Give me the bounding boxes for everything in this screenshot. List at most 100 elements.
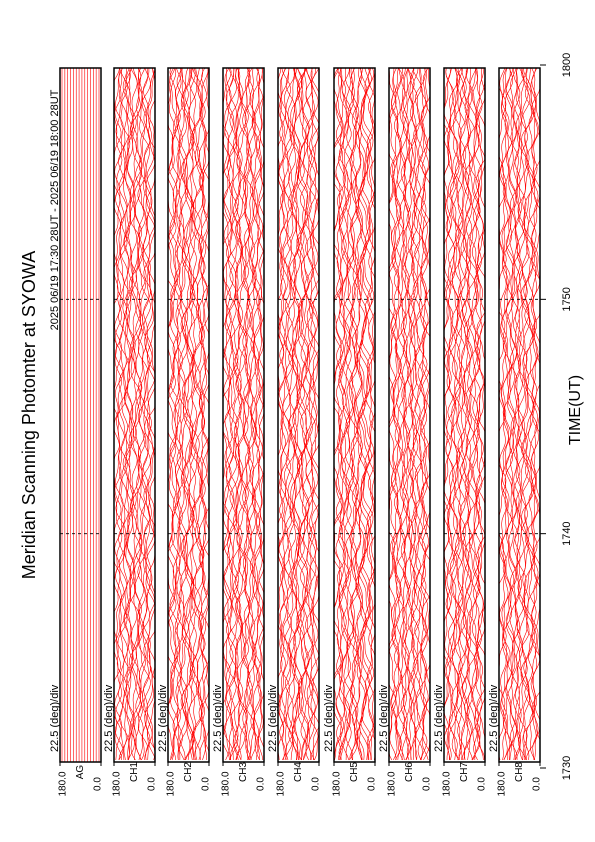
trace bbox=[223, 67, 234, 761]
trace bbox=[249, 67, 258, 761]
trace bbox=[445, 67, 458, 761]
trace bbox=[293, 67, 305, 761]
trace bbox=[167, 67, 177, 761]
trace bbox=[366, 67, 376, 761]
trace bbox=[453, 67, 464, 761]
panel-frame bbox=[222, 67, 265, 763]
trace bbox=[358, 67, 370, 761]
chart-title: Meridian Scanning Photomter at SYOWA bbox=[19, 251, 39, 579]
trace bbox=[457, 67, 470, 761]
trace bbox=[500, 67, 509, 761]
y-tick-label: 180.0 bbox=[166, 771, 177, 796]
trace bbox=[143, 67, 156, 761]
channel-label: CH8 bbox=[514, 762, 525, 782]
trace bbox=[291, 67, 300, 761]
trace bbox=[181, 67, 194, 761]
trace bbox=[258, 67, 265, 761]
trace bbox=[309, 67, 320, 761]
trace bbox=[476, 68, 486, 761]
y-tick-label: 0.0 bbox=[477, 777, 488, 791]
trace bbox=[502, 67, 514, 761]
trace bbox=[367, 68, 376, 761]
trace bbox=[137, 67, 151, 761]
trace bbox=[242, 67, 251, 761]
y-tick-label: 0.0 bbox=[311, 777, 322, 791]
trace bbox=[357, 67, 368, 761]
trace bbox=[515, 67, 526, 761]
trace bbox=[141, 67, 151, 761]
y-tick-label: 180.0 bbox=[58, 771, 69, 796]
channel-label: CH4 bbox=[293, 762, 304, 782]
trace bbox=[531, 68, 541, 760]
trace bbox=[129, 67, 138, 761]
channel-label: CH5 bbox=[349, 762, 360, 782]
trace bbox=[134, 67, 144, 761]
panel-frame bbox=[277, 67, 320, 763]
trace bbox=[223, 67, 238, 761]
trace bbox=[304, 67, 316, 761]
trace bbox=[456, 67, 467, 761]
trace bbox=[464, 67, 474, 761]
scale-label: 22.5 (deg)/div bbox=[323, 684, 335, 752]
trace bbox=[118, 67, 129, 761]
scale-label: 22.5 (deg)/div bbox=[103, 684, 115, 752]
trace bbox=[335, 67, 344, 761]
trace bbox=[135, 67, 147, 761]
trace bbox=[410, 67, 421, 761]
channel-label: CH7 bbox=[459, 762, 470, 782]
trace bbox=[304, 67, 319, 761]
trace bbox=[454, 67, 466, 761]
y-tick-label: 180.0 bbox=[497, 771, 508, 796]
trace bbox=[355, 67, 367, 761]
trace bbox=[277, 67, 286, 761]
trace bbox=[176, 67, 189, 761]
y-tick-label: 0.0 bbox=[256, 777, 267, 791]
panel-frame bbox=[443, 67, 486, 763]
trace bbox=[146, 67, 156, 760]
channel-label: AG bbox=[75, 765, 86, 780]
panel-frame bbox=[59, 67, 102, 763]
trace bbox=[243, 67, 256, 761]
x-tick-label: 1750 bbox=[561, 287, 573, 311]
trace bbox=[338, 67, 349, 761]
trace bbox=[114, 67, 128, 761]
trace bbox=[287, 67, 298, 761]
trace bbox=[282, 67, 296, 761]
x-axis-label: TIME(UT) bbox=[567, 375, 584, 445]
y-tick-label: 0.0 bbox=[532, 777, 543, 791]
y-tick-label: 0.0 bbox=[422, 777, 433, 791]
trace bbox=[249, 67, 261, 760]
panel-frame bbox=[113, 67, 156, 763]
trace bbox=[411, 67, 424, 761]
trace bbox=[188, 67, 201, 761]
trace bbox=[284, 67, 297, 761]
trace bbox=[471, 67, 481, 761]
trace bbox=[414, 67, 428, 761]
channel-label: CH2 bbox=[183, 762, 194, 782]
trace bbox=[197, 67, 206, 761]
trace bbox=[222, 67, 232, 761]
trace bbox=[228, 68, 240, 761]
trace bbox=[123, 67, 133, 761]
trace bbox=[299, 67, 313, 761]
trace bbox=[287, 67, 301, 761]
trace bbox=[137, 67, 148, 761]
trace bbox=[396, 67, 408, 761]
y-tick-label: 0.0 bbox=[367, 777, 378, 791]
trace bbox=[521, 67, 530, 761]
trace bbox=[447, 67, 459, 761]
trace bbox=[394, 67, 402, 761]
scale-label: 22.5 (deg)/div bbox=[267, 684, 279, 752]
trace bbox=[476, 68, 486, 761]
scale-label: 22.5 (deg)/div bbox=[49, 684, 61, 752]
y-tick-label: 0.0 bbox=[147, 777, 158, 791]
trace bbox=[229, 67, 242, 761]
trace bbox=[342, 67, 355, 761]
trace bbox=[174, 67, 183, 761]
scale-label: 22.5 (deg)/div bbox=[212, 684, 224, 752]
trace bbox=[175, 67, 186, 761]
trace bbox=[460, 68, 471, 761]
y-tick-label: 180.0 bbox=[442, 771, 453, 796]
y-tick-label: 0.0 bbox=[201, 777, 212, 791]
trace bbox=[299, 67, 310, 761]
